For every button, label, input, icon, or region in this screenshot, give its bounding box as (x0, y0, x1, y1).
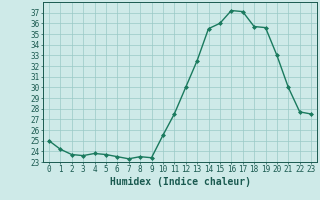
X-axis label: Humidex (Indice chaleur): Humidex (Indice chaleur) (109, 177, 251, 187)
